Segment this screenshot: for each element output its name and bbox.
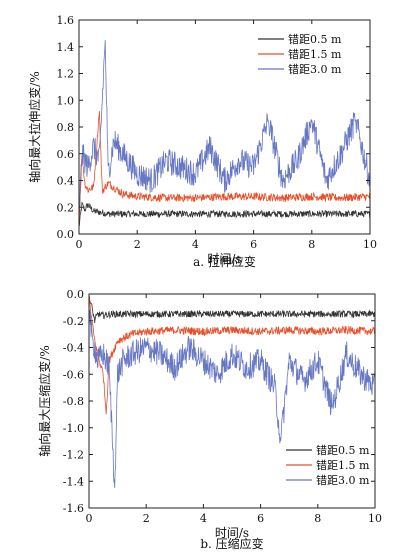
y-axis-label: 轴向最大拉伸应变/% <box>27 71 42 182</box>
chart-caption: a. 拉伸应变 <box>193 254 256 269</box>
y-tick-label: -1.0 <box>63 422 84 435</box>
y-tick-label: -1.6 <box>63 502 84 515</box>
series-line-0 <box>78 201 371 227</box>
x-tick-label: 0 <box>86 512 93 525</box>
y-tick-label: 1.4 <box>57 41 75 54</box>
y-tick-label: -0.6 <box>63 368 84 381</box>
x-tick-label: 4 <box>192 238 199 251</box>
series-line-2 <box>78 40 371 214</box>
x-tick-label: 6 <box>257 512 264 525</box>
legend-label: 错距1.5 m <box>316 458 370 472</box>
y-tick-label: -1.4 <box>63 475 84 488</box>
series-line-2 <box>88 308 376 488</box>
chart-caption: b. 压缩应变 <box>200 536 263 551</box>
y-tick-label: 1.2 <box>57 68 75 81</box>
legend-label: 错距0.5 m <box>316 443 370 457</box>
x-tick-label: 8 <box>308 238 315 251</box>
y-tick-label: -1.2 <box>63 449 84 462</box>
legend-label: 错距0.5 m <box>288 32 342 46</box>
y-tick-label: 1.6 <box>57 14 75 27</box>
x-tick-label: 2 <box>134 238 141 251</box>
x-tick-label: 6 <box>250 238 257 251</box>
y-tick-label: 0.6 <box>57 148 75 161</box>
y-tick-label: -0.4 <box>63 342 84 355</box>
y-tick-label: 0.0 <box>67 288 85 301</box>
legend-label: 错距3.0 m <box>288 62 342 76</box>
x-tick-label: 10 <box>368 512 382 525</box>
y-tick-label: -0.2 <box>63 315 84 328</box>
chart-b: 0 2 4 6 8 10 0.0 -0.2 -0.4 -0.6 -0.8 -1.0 -1.2 -1.4 -1… <box>37 288 382 551</box>
y-tick-label: 0.4 <box>57 175 75 188</box>
series-line-0 <box>88 296 376 324</box>
legend-label: 错距1.5 m <box>288 47 342 61</box>
legend-label: 错距3.0 m <box>316 473 370 487</box>
y-axis-label: 轴向最大压缩应变/% <box>37 345 52 456</box>
x-axis-label: 时间/s <box>215 526 249 540</box>
y-tick-label: 1.0 <box>57 94 75 107</box>
y-tick-label: 0.0 <box>57 228 75 241</box>
x-tick-label: 8 <box>314 512 321 525</box>
x-tick-label: 10 <box>363 238 377 251</box>
series-line-1 <box>88 297 376 415</box>
y-tick-label: 0.8 <box>57 121 75 134</box>
series-line-1 <box>78 110 371 228</box>
x-tick-label: 0 <box>76 238 83 251</box>
x-axis-label: 时间/s <box>207 252 241 266</box>
chart-a: 0 2 4 6 8 10 0.0 0.2 0.4 0.6 0.8 1.0 1.2 1.4 1.6 时间/s 轴向… <box>27 14 377 269</box>
x-tick-label: 2 <box>143 512 150 525</box>
x-tick-label: 4 <box>200 512 207 525</box>
y-tick-label: -0.8 <box>63 395 84 408</box>
y-tick-label: 0.2 <box>57 201 75 214</box>
